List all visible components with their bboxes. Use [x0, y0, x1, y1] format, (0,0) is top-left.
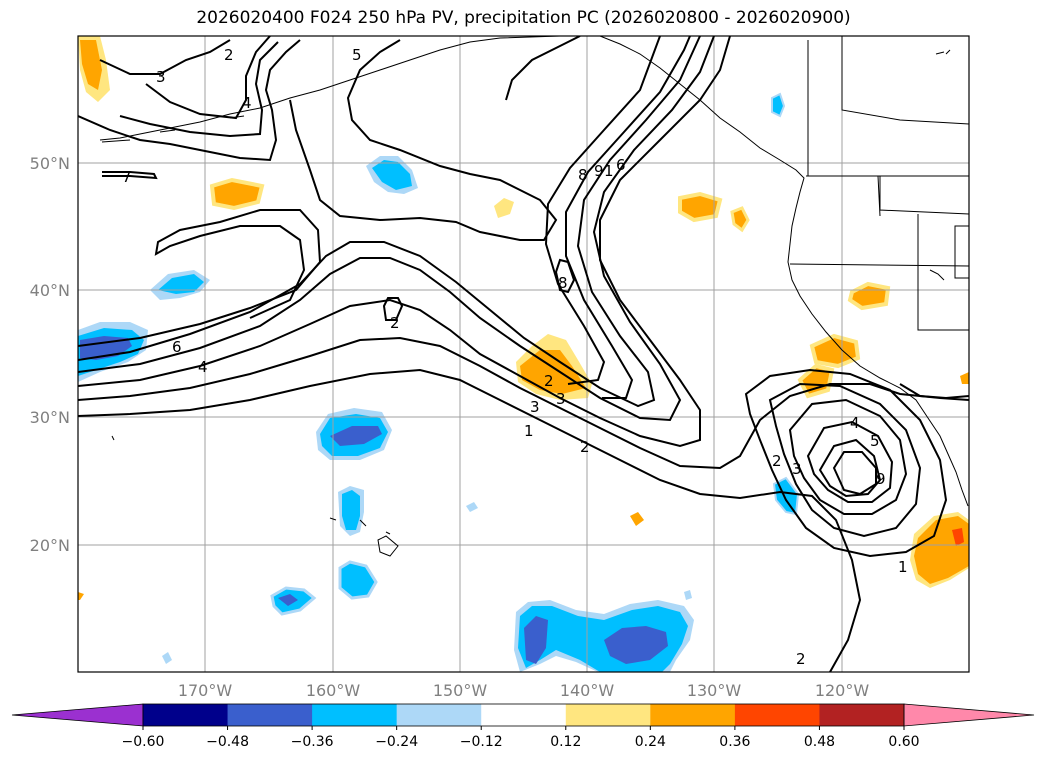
contour-label: 5 — [870, 432, 880, 450]
map-area: 2 3 4 5 6 7 8 9 1 2 6 4 2 3 3 1 2 8 4 5 … — [78, 36, 969, 672]
contour-label: 2 — [390, 314, 400, 332]
colorbar-tick-label: −0.48 — [206, 734, 249, 750]
contour-label: 1 — [524, 422, 534, 440]
colorbar-segment — [819, 704, 905, 726]
contour-low-ring — [744, 368, 948, 558]
lon-tick-label: 140°W — [560, 681, 615, 700]
pv-contours — [78, 36, 969, 672]
colorbar-frame — [142, 703, 905, 727]
contour-label: 3 — [530, 398, 540, 416]
colorbar-segment — [481, 704, 567, 726]
contour-label: 8 — [558, 274, 568, 292]
contour-label: 4 — [242, 94, 252, 112]
lon-tick-label: 170°W — [178, 681, 233, 700]
contour-1 — [78, 368, 862, 672]
colorbar-segment — [143, 704, 229, 726]
colorbar-segment — [227, 704, 313, 726]
positive-anomaly — [209, 177, 265, 211]
contour-label: 3 — [792, 460, 802, 478]
latitude-labels: 20°N 30°N 40°N 50°N — [30, 154, 70, 555]
map-frame — [77, 35, 970, 673]
contour-label: 4 — [850, 414, 860, 432]
contour-label: 2 — [224, 46, 234, 64]
lat-tick-label: 40°N — [30, 281, 70, 300]
coastlines — [99, 36, 969, 557]
colorbar-tick-label: 0.24 — [635, 734, 666, 750]
contour-label: 1 — [604, 162, 614, 180]
contour-label: 3 — [156, 68, 166, 86]
colorbar-segment — [312, 704, 398, 726]
contour-label: 9 — [876, 470, 886, 488]
alaska-coast — [99, 36, 561, 141]
lat-tick-label: 30°N — [30, 408, 70, 427]
colorbar-tick-label: 0.36 — [719, 734, 750, 750]
lon-tick-label: 120°W — [815, 681, 870, 700]
lon-tick-label: 160°W — [306, 681, 361, 700]
lon-tick-label: 130°W — [687, 681, 742, 700]
chart-title: 2026020400 F024 250 hPa PV, precipitatio… — [196, 8, 851, 28]
contour-label: 2 — [580, 438, 590, 456]
contour-label: 1 — [898, 558, 908, 576]
contour-label: 6 — [616, 156, 626, 174]
colorbar-tick-label: 0.60 — [888, 734, 919, 750]
colorbar-segment — [396, 704, 482, 726]
north-america-coast — [599, 36, 969, 507]
longitude-labels: 170°W 160°W 150°W 140°W 130°W 120°W — [178, 681, 870, 700]
colorbar-tick-label: −0.12 — [460, 734, 503, 750]
colorbar-tick-label: 0.48 — [804, 734, 835, 750]
lat-lon-grid — [78, 36, 969, 672]
colorbar-extend-left — [11, 703, 144, 727]
colorbar-segment — [734, 704, 820, 726]
contour-label: 5 — [352, 46, 362, 64]
contour-label: 2 — [772, 452, 782, 470]
colorbar-extend-right — [903, 703, 1035, 727]
colorbar-tick-label: −0.36 — [291, 734, 334, 750]
lat-tick-label: 20°N — [30, 536, 70, 555]
contour-label: 8 — [578, 166, 588, 184]
hawaii-islands — [329, 517, 399, 557]
colorbar: −0.60 −0.48 −0.36 −0.24 −0.12 0.12 0.24 0.36 0.4… — [11, 703, 1035, 750]
lon-tick-label: 150°W — [433, 681, 488, 700]
colorbar-tick-label: −0.60 — [122, 734, 165, 750]
contour-labels: 2 3 4 5 6 7 8 9 1 2 6 4 2 3 3 1 2 8 4 5 … — [122, 46, 908, 668]
colorbar-tick-label: −0.24 — [375, 734, 418, 750]
lat-tick-label: 50°N — [30, 154, 70, 173]
contour-2 — [78, 336, 969, 470]
colorbar-segment — [565, 704, 651, 726]
contour-label: 9 — [594, 162, 604, 180]
contour-label: 2 — [796, 650, 806, 668]
colorbar-tick-label: 0.12 — [550, 734, 581, 750]
colorbar-segment — [650, 704, 736, 726]
contour-label: 2 — [544, 372, 554, 390]
contour-label: 3 — [556, 390, 566, 408]
contour-label: 7 — [122, 168, 132, 186]
contour-label: 4 — [198, 358, 208, 376]
contour-label: 6 — [172, 338, 182, 356]
